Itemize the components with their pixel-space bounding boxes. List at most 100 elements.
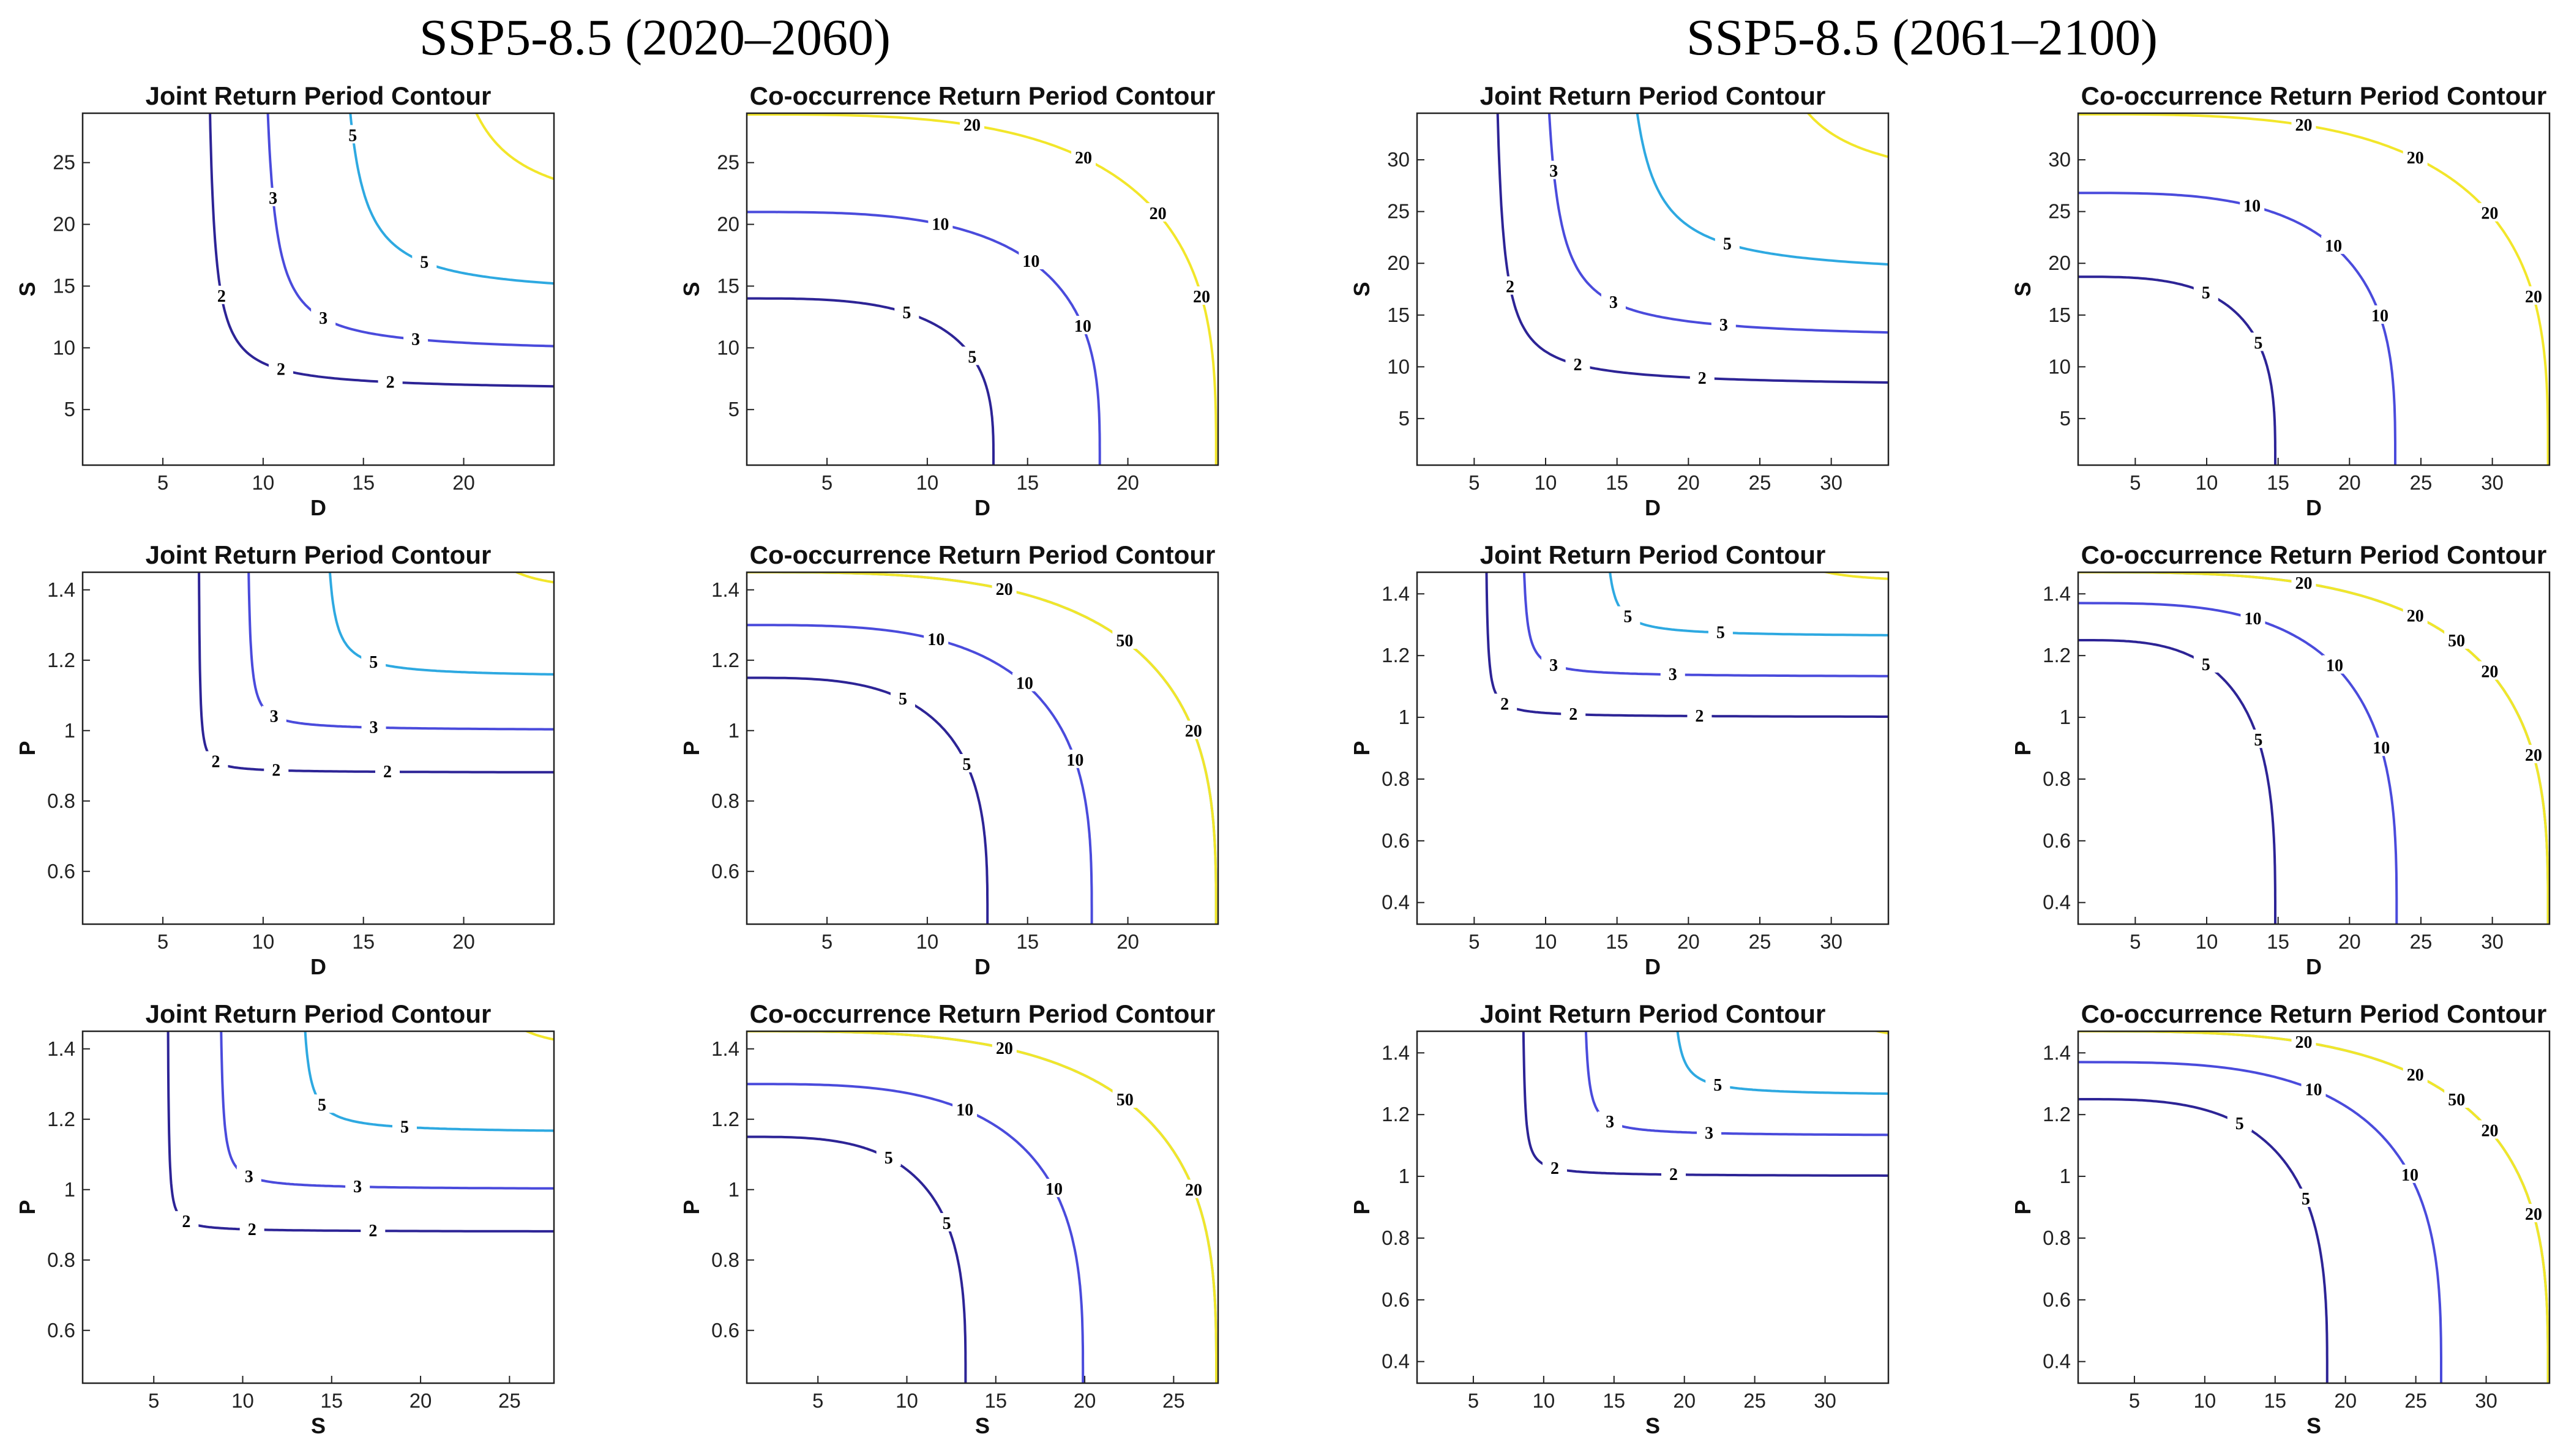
y-axis-label: P: [2010, 1200, 2035, 1214]
contour-label: 2: [1695, 707, 1704, 726]
y-tick-label: 1: [728, 1178, 739, 1201]
contour-label: 20: [996, 1039, 1013, 1058]
x-tick-label: 25: [2410, 930, 2433, 953]
x-tick-label: 5: [157, 930, 168, 953]
y-tick-label: 0.6: [1382, 1288, 1410, 1311]
contour-lines: [1522, 1031, 1888, 1177]
plot-title: Joint Return Period Contour: [146, 540, 492, 569]
contour-label: 10: [2244, 610, 2261, 629]
plot-9: 2 2 2 3 3 5 5 5 10 15 20 25 0.6 0.8 1 1.2 1.4 Joint Retur…: [15, 999, 555, 1438]
contour-label: 10: [2401, 1166, 2418, 1185]
y-tick-label: 1.4: [1382, 1041, 1410, 1064]
x-tick-label: 15: [2267, 930, 2289, 953]
x-tick-label: 15: [1016, 930, 1039, 953]
contour-10: [747, 624, 1093, 924]
x-axis-label: D: [2306, 954, 2322, 979]
axes-box: [2077, 571, 2551, 925]
contour-label: 5: [2202, 655, 2210, 674]
contour-label: 10: [1074, 317, 1091, 336]
contour-10: [2078, 602, 2398, 924]
y-tick-label: 20: [53, 213, 75, 236]
y-tick-label: 10: [1387, 355, 1410, 378]
x-tick-label: 5: [812, 1389, 823, 1412]
x-axis-label: D: [1645, 954, 1661, 979]
y-tick-label: 15: [1387, 304, 1410, 326]
y-tick-label: 5: [728, 398, 739, 420]
x-tick-label: 15: [352, 930, 375, 953]
y-axis-label: P: [1349, 1200, 1374, 1214]
contour-label: 20: [2295, 574, 2312, 593]
contour-label: 5: [885, 1149, 893, 1168]
x-tick-label: 5: [2130, 930, 2141, 953]
x-tick-label: 5: [157, 471, 168, 494]
x-axis-label: S: [975, 1413, 990, 1438]
y-tick-label: 15: [2048, 304, 2071, 326]
contour-lines: [747, 113, 1218, 465]
x-tick-label: 10: [2194, 1389, 2216, 1412]
x-tick-label: 20: [452, 471, 475, 494]
contour-label: 5: [2254, 731, 2262, 750]
contour-label: 2: [386, 373, 395, 392]
y-tick-label: 1.2: [2043, 644, 2071, 666]
contour-label: 2: [1569, 705, 1577, 724]
contour-label: 10: [927, 630, 944, 649]
x-axis-label: D: [1645, 495, 1661, 520]
y-tick-label: 0.4: [2043, 891, 2071, 914]
y-tick-label: 10: [2048, 355, 2071, 378]
contour-label: 5: [1713, 1076, 1722, 1095]
contour-label: 2: [1506, 277, 1514, 296]
contour-label: 3: [1549, 162, 1558, 181]
plot-title: Co-occurrence Return Period Contour: [2081, 540, 2547, 569]
contour-2: [1496, 113, 1888, 384]
contour-label: 50: [2448, 632, 2465, 651]
x-tick-label: 20: [1673, 1389, 1696, 1412]
x-tick-label: 10: [916, 471, 939, 494]
group-title-right: SSP5-8.5 (2061–2100): [1686, 9, 2158, 66]
y-tick-label: 20: [717, 213, 739, 236]
contour-10: [2078, 1061, 2442, 1383]
contour-label: 10: [2373, 739, 2390, 758]
contour-20: [747, 113, 1218, 465]
contour-label: 2: [368, 1222, 377, 1241]
contour-label: 20: [2481, 1121, 2498, 1140]
y-tick-label: 1.4: [2043, 1041, 2071, 1064]
contour-label: 20: [2525, 288, 2542, 307]
y-tick-label: 0.4: [2043, 1350, 2071, 1373]
y-tick-label: 1.4: [711, 1037, 739, 1060]
contour-20: [2078, 113, 2549, 465]
y-tick-label: 10: [53, 336, 75, 359]
x-tick-label: 20: [452, 930, 475, 953]
contour-label: 10: [2305, 1081, 2322, 1100]
plot-title: Co-occurrence Return Period Contour: [750, 540, 1216, 569]
x-tick-label: 30: [2475, 1389, 2497, 1412]
y-axis-label: P: [1349, 741, 1374, 755]
contour-lines: [209, 113, 554, 388]
y-tick-label: 0.8: [47, 1249, 75, 1271]
contour-label: 20: [2481, 662, 2498, 681]
x-tick-label: 10: [1535, 471, 1557, 494]
contour-label: 10: [1045, 1180, 1063, 1199]
x-tick-label: 5: [148, 1389, 159, 1412]
x-tick-label: 5: [821, 930, 832, 953]
y-axis-label: P: [679, 1200, 704, 1214]
contour-label: 2: [277, 360, 285, 379]
contour-label: 3: [1609, 293, 1618, 312]
contour-label: 10: [956, 1100, 973, 1119]
contour-3: [266, 113, 554, 348]
plot-title: Joint Return Period Contour: [1480, 999, 1826, 1028]
contour-5: [747, 676, 989, 924]
contour-label: 20: [963, 116, 981, 135]
y-tick-label: 0.8: [1382, 1226, 1410, 1249]
x-tick-label: 15: [984, 1389, 1007, 1412]
x-tick-label: 20: [1074, 1389, 1096, 1412]
contour-20: [2078, 572, 2549, 924]
plot-title: Joint Return Period Contour: [1480, 81, 1826, 110]
x-tick-label: 10: [2196, 471, 2218, 494]
y-axis-label: S: [2010, 282, 2035, 296]
plot-title: Co-occurrence Return Period Contour: [750, 999, 1216, 1028]
contour-label: 2: [182, 1212, 190, 1231]
x-tick-label: 5: [1468, 930, 1479, 953]
x-tick-label: 10: [231, 1389, 254, 1412]
y-tick-label: 25: [2048, 200, 2071, 223]
y-tick-label: 0.8: [47, 790, 75, 812]
